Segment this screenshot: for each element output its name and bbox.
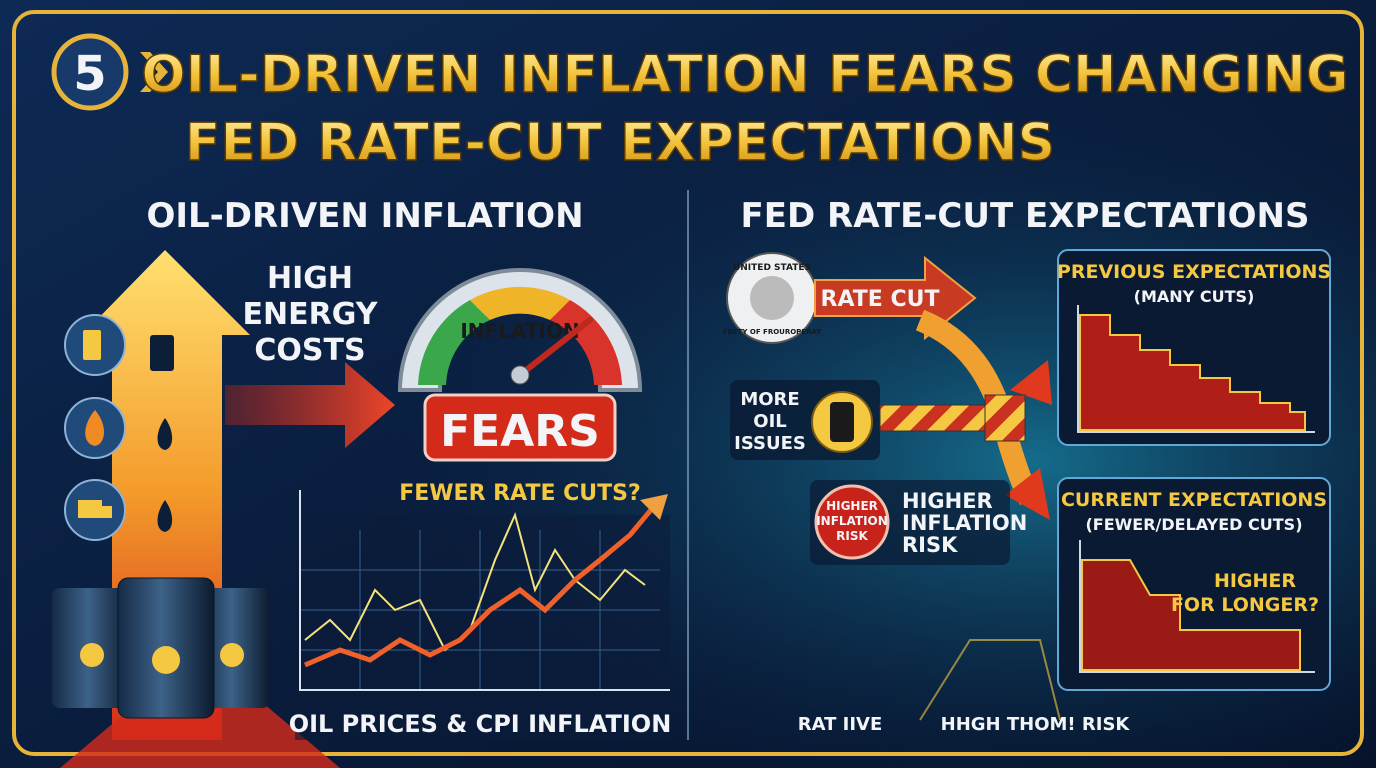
bg-line: [919, 639, 1061, 721]
badge-number: 5: [73, 46, 106, 102]
oil-barrel-icon: [830, 402, 854, 442]
step-area: [1081, 559, 1301, 671]
risk-label: HIGHER: [902, 489, 993, 513]
gauge-red: [550, 300, 622, 385]
pump-icon: [150, 335, 174, 371]
drop-icon: [157, 418, 173, 450]
oil-issues-label: MORE: [740, 389, 799, 410]
left-panel: OIL-DRIVEN INFLATION HIGH ENERGY COSTS: [52, 196, 671, 768]
current-expectations: CURRENT EXPECTATIONS (FEWER/DELAYED CUTS…: [1057, 477, 1331, 691]
chevron: [140, 52, 168, 92]
barrel-logo: [80, 643, 104, 667]
seal-text: FBETY OF FROUROPERAY: [723, 328, 823, 336]
right-panel: FED RATE-CUT EXPECTATIONS UNITED STATES …: [723, 196, 1331, 735]
footer-text: RAT IIVE: [798, 714, 883, 735]
rate-cut-label: RATE CUT: [821, 287, 940, 312]
previous-expectations: PREVIOUS EXPECTATIONS (MANY CUTS): [1057, 249, 1331, 446]
chart-axes: [299, 490, 670, 691]
barrel-logo: [152, 646, 180, 674]
box-note: HIGHER: [1214, 570, 1296, 592]
badge-circle: [51, 33, 129, 111]
oil-issues-label: ISSUES: [734, 433, 806, 454]
oil-arrowhead: [640, 494, 668, 520]
title-line: FED RATE-CUT EXPECTATIONS: [185, 113, 1055, 173]
box-axes: [1077, 305, 1315, 433]
red-arrow: [225, 362, 395, 448]
icons: [64, 314, 174, 541]
curve-arrowhead: [1005, 468, 1050, 520]
gauge: INFLATION FEARS FEWER RATE CUTS?: [397, 268, 643, 506]
risk-badge-text: RISK: [836, 529, 868, 543]
seal-eagle: [750, 276, 794, 320]
fears-text: FEARS: [440, 406, 600, 457]
risk-label: RISK: [902, 533, 958, 557]
oil-line: [304, 503, 657, 668]
risk-badge-text: INFLATION: [816, 514, 888, 528]
oil-issues-label: OIL: [753, 411, 786, 432]
truck-icon: [78, 500, 102, 518]
risk-label: INFLATION: [902, 511, 1027, 535]
up-arrowhead: [1010, 360, 1052, 405]
risk-badge: [814, 484, 890, 560]
panel-heading: FED RATE-CUT EXPECTATIONS: [741, 196, 1310, 236]
line-chart: OIL PRICES & CPI INFLATION: [289, 490, 672, 740]
flame-icon: [85, 410, 105, 446]
fed-seal: UNITED STATES FBETY OF FROUROPERAY: [723, 252, 823, 344]
pump-icon: [83, 330, 101, 360]
box-title: CURRENT EXPECTATIONS: [1061, 489, 1327, 511]
energy-label: HIGH: [267, 261, 353, 296]
box-axes: [1079, 540, 1315, 673]
header: 5 OIL-DRIVEN INFLATION FEARS CHANGING FE…: [51, 33, 1349, 174]
title-line: OIL-DRIVEN INFLATION FEARS CHANGING: [141, 45, 1348, 105]
gauge-yellow: [470, 286, 570, 320]
box-subtitle: (FEWER/DELAYED CUTS): [1085, 515, 1302, 534]
drop-icon: [157, 500, 173, 532]
step-area: [1079, 314, 1306, 431]
box-subtitle: (MANY CUTS): [1134, 287, 1255, 306]
gauge-green: [418, 300, 490, 385]
barrels: [52, 577, 270, 719]
frame: [12, 10, 1364, 756]
footer-text: HHGH THOM! RISK: [941, 714, 1131, 735]
fears-badge: [423, 393, 617, 462]
barrier-block: [984, 394, 1026, 442]
barrel-logo: [220, 643, 244, 667]
panel-heading: OIL-DRIVEN INFLATION: [146, 196, 583, 236]
truck-icon: [102, 506, 112, 518]
energy-label: ENERGY: [243, 297, 379, 332]
chart-label: OIL PRICES & CPI INFLATION: [289, 710, 672, 738]
energy-label: COSTS: [254, 333, 365, 368]
box-title: PREVIOUS EXPECTATIONS: [1057, 261, 1331, 283]
seal-text: UNITED STATES: [733, 263, 811, 273]
box-note: FOR LONGER?: [1171, 594, 1319, 616]
gauge-label: INFLATION: [460, 319, 579, 343]
gauge-caption: FEWER RATE CUTS?: [399, 481, 641, 506]
gauge-hub: [510, 365, 530, 385]
cpi-line: [304, 512, 646, 652]
risk-badge-text: HIGHER: [826, 499, 878, 513]
gauge-needle: [517, 317, 593, 378]
